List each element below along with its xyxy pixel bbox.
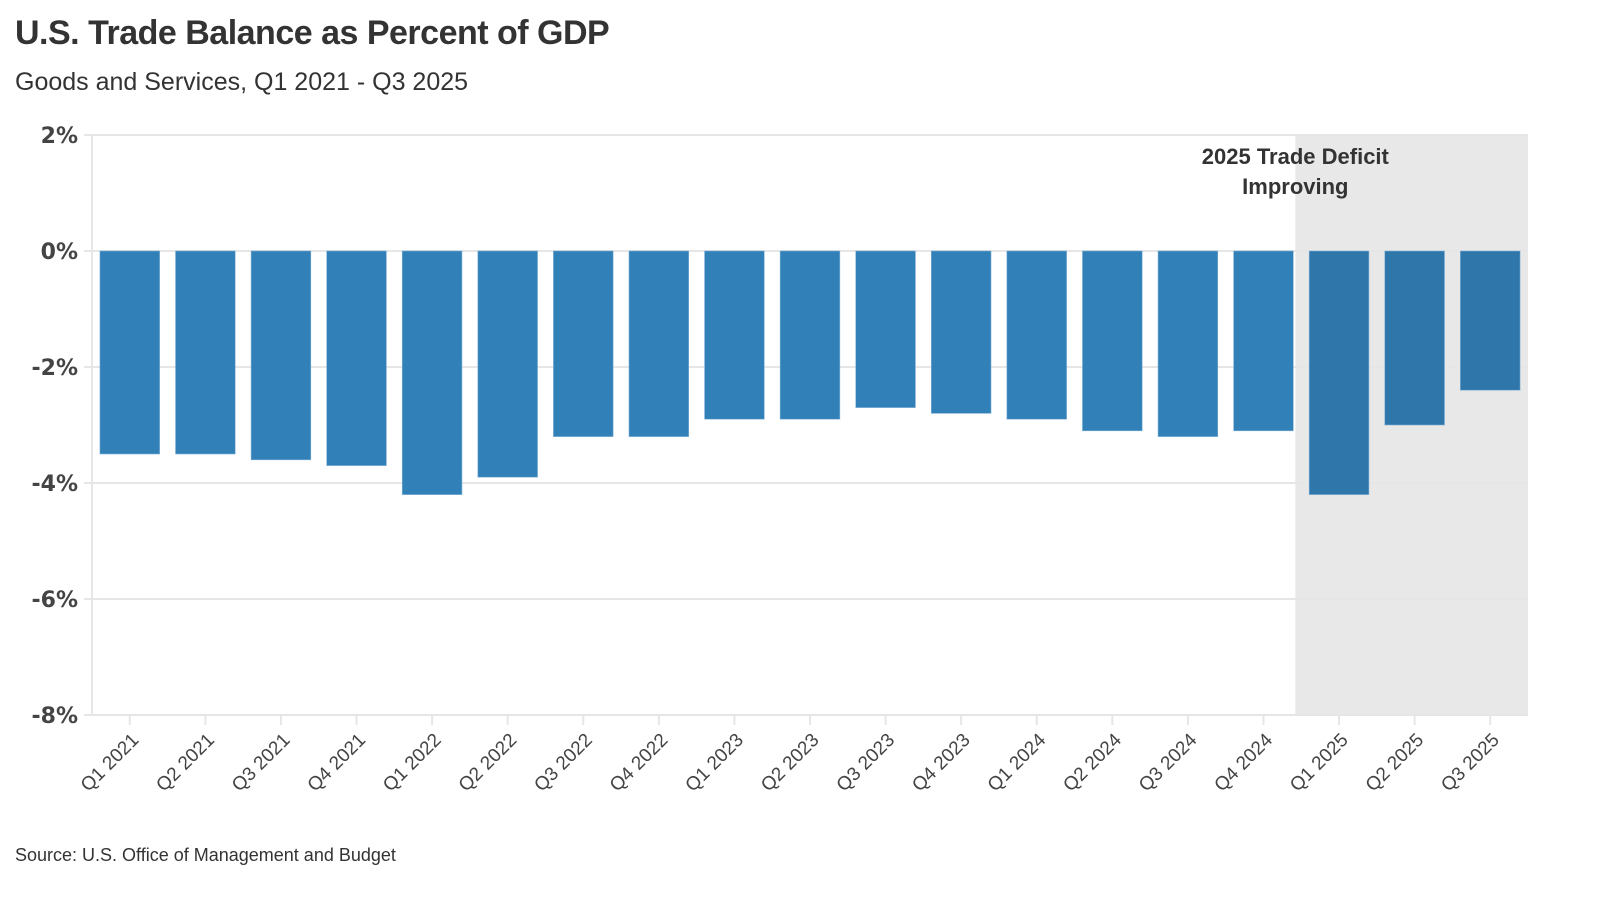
x-tick-label: Q3 2024 [1135, 729, 1202, 796]
bar [1006, 250, 1067, 420]
bar [1460, 250, 1521, 391]
x-tick-label: Q1 2022 [379, 730, 445, 796]
y-axis-tick-labels: 2% 0% -2% -4% -6% -8% [32, 124, 78, 729]
x-tick-label: Q4 2023 [908, 730, 974, 796]
bar [704, 250, 765, 420]
y-tick-label: 2% [41, 124, 78, 149]
bar [326, 250, 387, 466]
source-note: Source: U.S. Office of Management and Bu… [15, 845, 396, 865]
x-tick-label: Q2 2024 [1059, 729, 1126, 796]
annotation: 2025 Trade Deficit Improving [1202, 144, 1390, 199]
y-tick-label: -6% [32, 588, 78, 613]
x-tick-label: Q1 2023 [682, 730, 748, 796]
bar [779, 250, 841, 420]
y-tick-label: -8% [32, 704, 78, 729]
bar [1308, 250, 1370, 495]
bar [99, 250, 160, 455]
x-tick-label: Q3 2023 [833, 730, 899, 796]
bar [1157, 250, 1219, 437]
bar [1233, 250, 1294, 432]
x-tick-label: Q1 2025 [1286, 730, 1352, 796]
bar [477, 250, 538, 478]
y-tick-label: 0% [41, 240, 78, 265]
bar [250, 250, 312, 461]
x-tick-label: Q4 2021 [304, 730, 370, 796]
annotation-line: Improving [1242, 174, 1348, 199]
y-tick-label: -4% [32, 472, 78, 497]
x-tick-label: Q4 2024 [1211, 729, 1278, 796]
annotation-line: 2025 Trade Deficit [1202, 144, 1390, 169]
x-tick-label: Q3 2022 [530, 730, 596, 796]
gridlines [84, 134, 1528, 716]
bar [175, 250, 236, 455]
bar [553, 250, 614, 437]
x-tick-label: Q1 2021 [77, 730, 143, 796]
x-axis-tick-labels: Q1 2021 Q2 2021 Q3 2021 Q4 2021 Q1 2022 Q2 20… [77, 715, 1504, 796]
x-tick-label: Q3 2021 [228, 730, 294, 796]
x-tick-label: Q2 2022 [455, 730, 521, 796]
bar [401, 250, 463, 495]
bar [1384, 250, 1445, 426]
x-tick-label: Q2 2021 [153, 730, 219, 796]
x-tick-label: Q2 2025 [1362, 730, 1428, 796]
y-tick-label: -2% [32, 356, 78, 381]
bar [855, 250, 916, 408]
x-tick-label: Q2 2023 [757, 730, 823, 796]
bar [931, 250, 992, 414]
x-tick-label: Q3 2025 [1437, 730, 1503, 796]
x-tick-label: Q4 2022 [606, 730, 672, 796]
chart-title: U.S. Trade Balance as Percent of GDP [15, 14, 610, 52]
bar [1082, 250, 1143, 432]
bar [628, 250, 689, 437]
chart-subtitle: Goods and Services, Q1 2021 - Q3 2025 [15, 68, 469, 96]
bars [99, 250, 1521, 495]
x-tick-label: Q1 2024 [984, 729, 1051, 796]
